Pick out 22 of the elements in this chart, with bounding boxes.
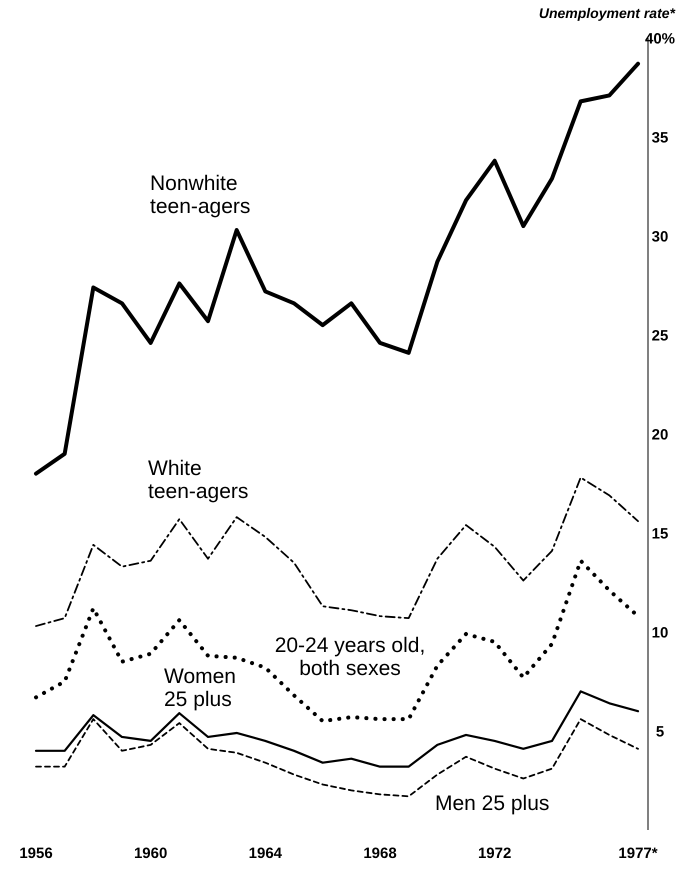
y-tick-label: 30 — [652, 228, 668, 246]
y-tick-label: 10 — [652, 624, 668, 642]
y-tick-label: 5 — [656, 723, 664, 740]
y-axis-title: Unemployment rate* — [538, 5, 676, 21]
series-label: Women 25 plus — [164, 665, 236, 711]
line-series — [35, 476, 639, 627]
x-tick-label: 1972 — [478, 845, 512, 862]
series-label: 20-24 years old, both sexes — [274, 634, 426, 680]
series-label: Nonwhite teen-agers — [150, 172, 250, 218]
x-tick-label: 1964 — [248, 845, 283, 862]
y-tick-label: 40% — [644, 30, 676, 48]
y-tick-label: 35 — [652, 129, 668, 146]
y-tick-label: 20 — [652, 426, 668, 444]
y-tick-label: 25 — [652, 327, 668, 344]
x-tick-label: 1977* — [618, 845, 658, 862]
y-tick-label: 15 — [652, 525, 668, 542]
x-tick-label: 1968 — [363, 845, 397, 862]
series-label: Men 25 plus — [435, 792, 550, 815]
x-tick-label: 1956 — [19, 845, 53, 862]
line-series — [34, 62, 640, 476]
x-tick-label: 1960 — [134, 845, 168, 862]
series-label: White teen-agers — [148, 457, 248, 503]
